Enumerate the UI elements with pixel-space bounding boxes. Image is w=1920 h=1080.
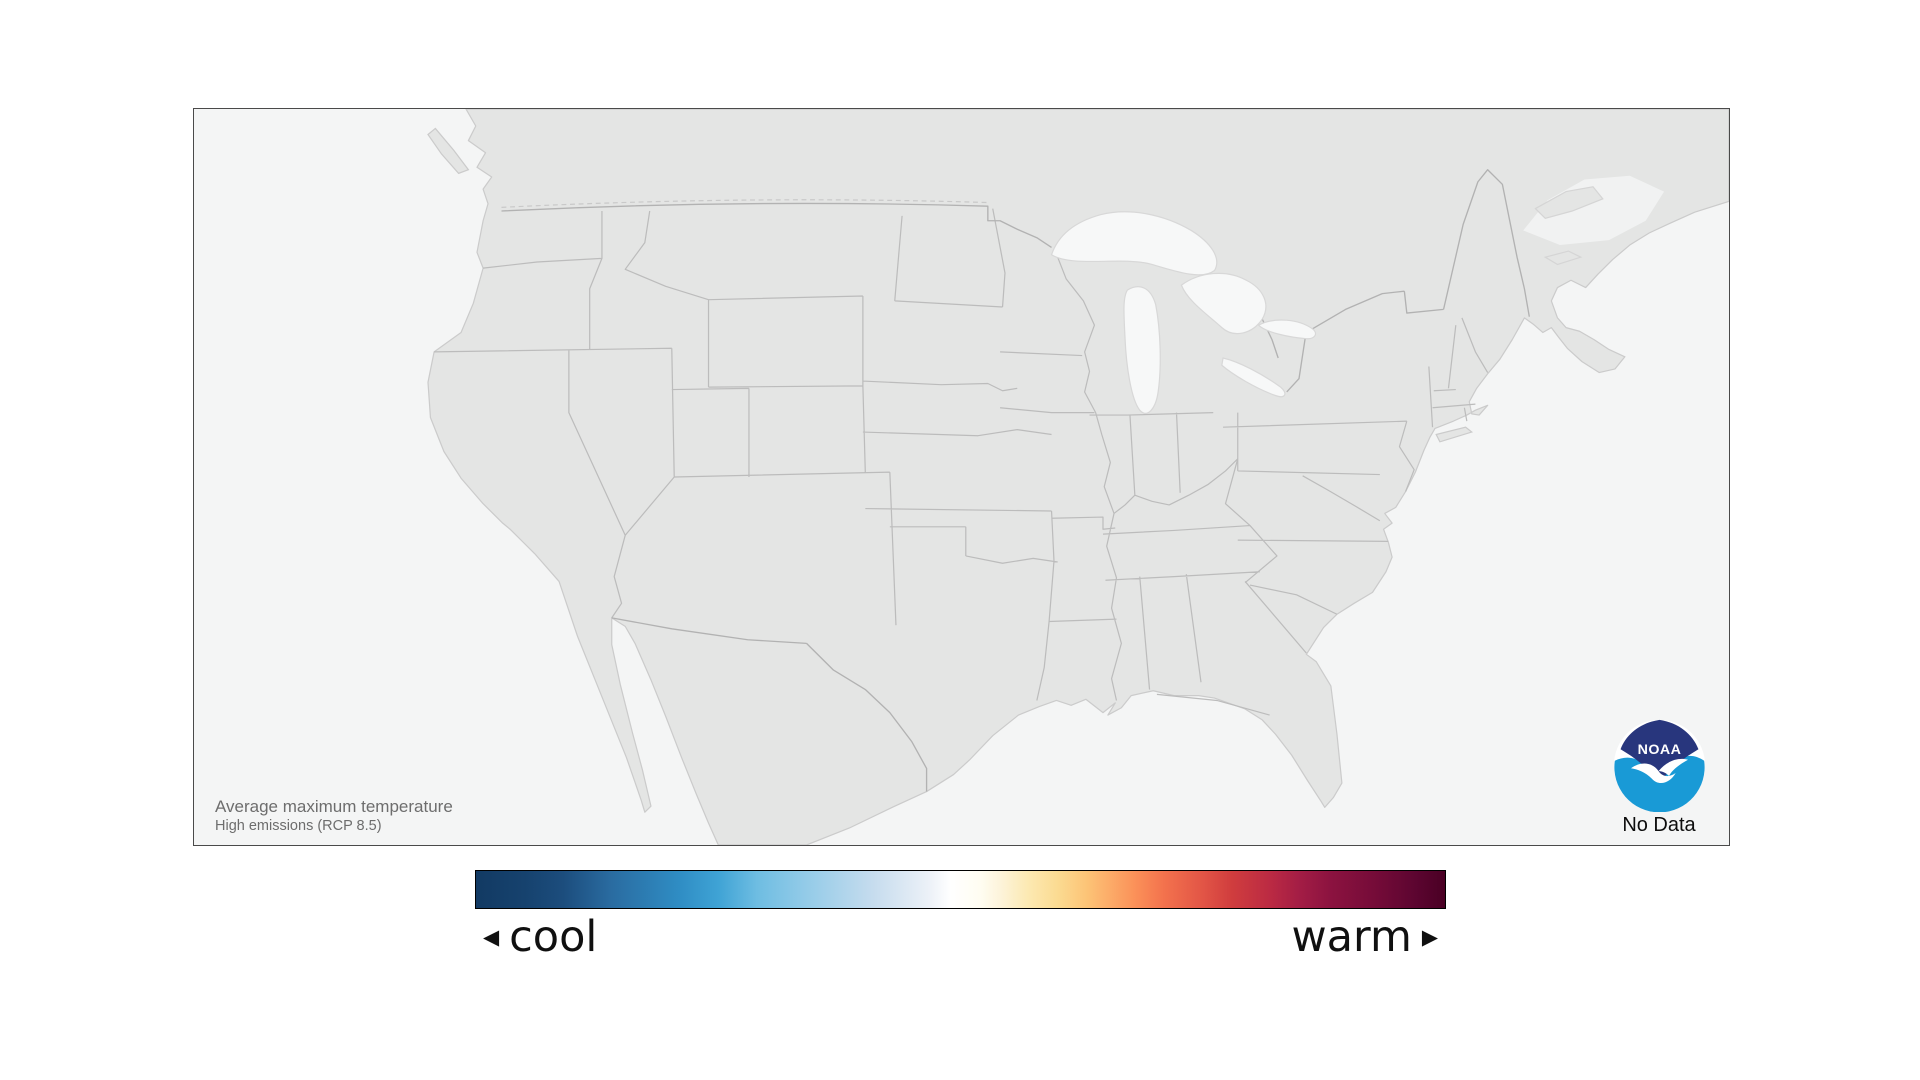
legend-cool: ◀ cool xyxy=(475,912,597,962)
us-map[interactable] xyxy=(194,109,1729,845)
no-data-label: No Data xyxy=(1622,814,1696,836)
gulf-st-lawrence xyxy=(1523,175,1665,246)
cool-arrow-icon: ◀ xyxy=(483,924,500,949)
warm-arrow-icon: ▶ xyxy=(1421,924,1438,949)
noaa-logo-text: NOAA xyxy=(1637,742,1681,758)
legend-labels: ◀ cool warm ▶ xyxy=(475,912,1446,962)
noaa-logo-bird xyxy=(1630,758,1688,784)
noaa-block: NOAA No Data xyxy=(1603,717,1715,837)
noaa-logo-wave xyxy=(1613,755,1705,812)
long-island xyxy=(1435,426,1474,443)
caption-variable: Average maximum temperature xyxy=(215,796,453,816)
map-caption: Average maximum temperature High emissio… xyxy=(215,796,453,835)
noaa-logo-icon: NOAA xyxy=(1613,719,1705,812)
state-borders xyxy=(434,208,1489,716)
vancouver-island xyxy=(427,127,470,175)
warm-label: warm xyxy=(1291,912,1412,962)
land-mass xyxy=(427,109,1729,845)
caption-scenario: High emissions (RCP 8.5) xyxy=(215,817,382,834)
noaa-logo-kite xyxy=(1620,719,1698,783)
map-panel: Average maximum temperature High emissio… xyxy=(193,108,1730,846)
treaty-line-dashed xyxy=(501,199,988,208)
legend-warm: warm ▶ xyxy=(1292,912,1447,962)
great-lakes xyxy=(1050,211,1317,414)
cool-label: cool xyxy=(509,912,598,962)
legend-colorbar xyxy=(475,870,1446,909)
gulf-islands xyxy=(1534,186,1604,266)
